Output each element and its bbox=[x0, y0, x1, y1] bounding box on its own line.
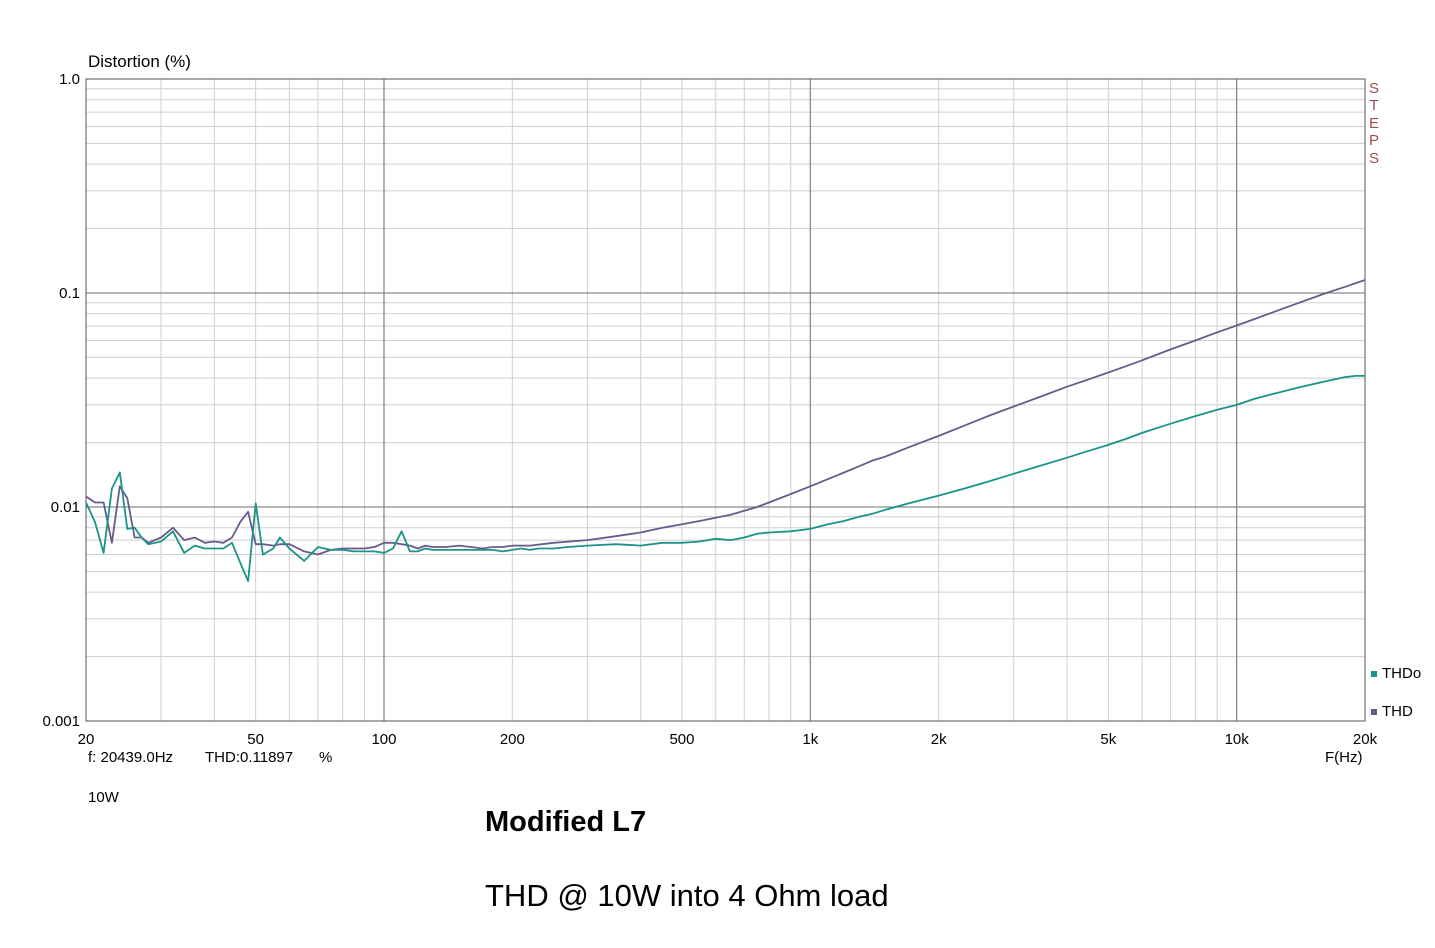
y-tick-label: 0.01 bbox=[51, 499, 80, 516]
readout-unit: % bbox=[319, 749, 333, 766]
chart-subtitle: THD @ 10W into 4 Ohm load bbox=[485, 878, 889, 913]
x-tick-label: 100 bbox=[371, 731, 396, 748]
legend-label-thd: THD bbox=[1382, 703, 1413, 720]
legend-label-thdo: THDo bbox=[1382, 665, 1422, 682]
y-tick-labels: 1.0 0.1 0.01 0.001 bbox=[42, 71, 80, 730]
legend-item-thd: THD bbox=[1371, 703, 1413, 720]
steps-letter: T bbox=[1369, 97, 1379, 115]
readout-thd: THD:0.11897 bbox=[205, 749, 294, 766]
power-label: 10W bbox=[88, 789, 119, 806]
readout-frequency: f: 20439.0Hz bbox=[88, 749, 174, 766]
legend-item-thdo: THDo bbox=[1371, 665, 1421, 682]
series-layer bbox=[85, 279, 1366, 583]
y-axis-label: Distortion (%) bbox=[88, 52, 191, 71]
x-tick-label: 500 bbox=[669, 731, 694, 748]
steps-letter: S bbox=[1368, 80, 1379, 97]
x-tick-labels: 20 50 100 200 500 1k 2k 5k 10k 20k bbox=[78, 731, 1378, 748]
series-line-thd bbox=[85, 279, 1366, 556]
legend-swatch-thdo bbox=[1371, 671, 1377, 678]
y-tick-label: 1.0 bbox=[59, 71, 80, 88]
x-axis-label: F(Hz) bbox=[1325, 749, 1363, 766]
x-tick-label: 20k bbox=[1353, 731, 1378, 748]
y-tick-label: 0.1 bbox=[59, 285, 80, 302]
series-line-thdo bbox=[85, 374, 1365, 583]
steps-letter: E bbox=[1368, 114, 1379, 132]
steps-label: S T E P S bbox=[1367, 80, 1381, 167]
y-tick-label: 0.001 bbox=[42, 713, 80, 730]
x-tick-label: 20 bbox=[78, 731, 95, 748]
steps-letter: S bbox=[1368, 149, 1379, 167]
major-gridlines bbox=[86, 79, 1365, 721]
plot-frame bbox=[85, 78, 1366, 722]
minor-gridlines bbox=[86, 79, 1365, 721]
chart-title: Modified L7 bbox=[485, 806, 647, 838]
x-tick-label: 50 bbox=[247, 731, 264, 748]
x-tick-label: 2k bbox=[931, 731, 947, 748]
legend-swatch-thd bbox=[1371, 709, 1377, 716]
x-tick-label: 200 bbox=[500, 731, 525, 748]
x-tick-label: 10k bbox=[1225, 731, 1250, 748]
steps-letter: P bbox=[1368, 132, 1379, 150]
x-tick-label: 1k bbox=[802, 731, 818, 748]
x-tick-label: 5k bbox=[1100, 731, 1116, 748]
